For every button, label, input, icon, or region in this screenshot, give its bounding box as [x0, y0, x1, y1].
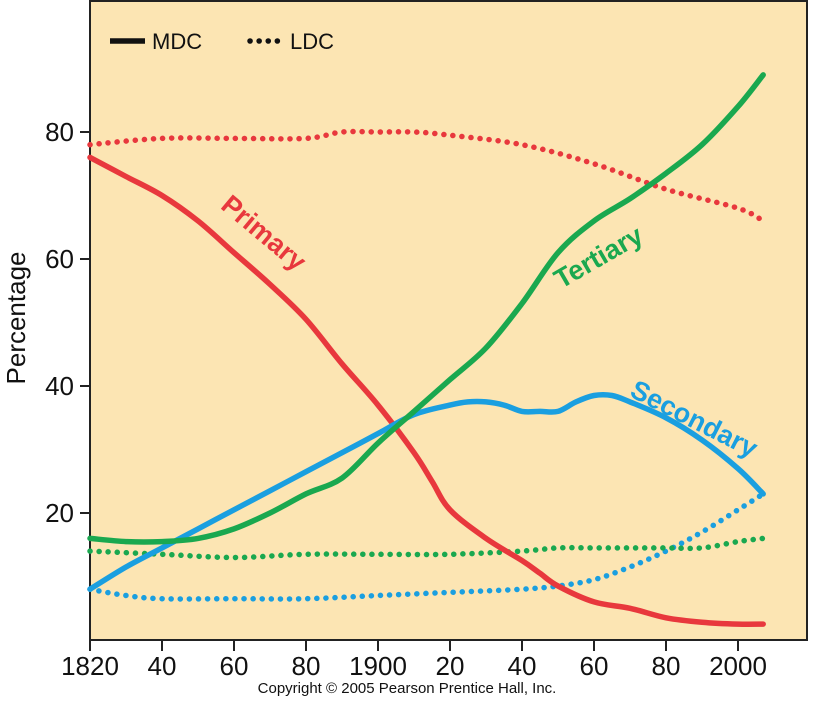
x-tick-label: 60	[220, 651, 249, 681]
x-tick-label: 80	[292, 651, 321, 681]
x-tick-label: 60	[580, 651, 609, 681]
x-tick-label: 40	[508, 651, 537, 681]
y-axis-label: Percentage	[1, 252, 31, 385]
x-tick-label: 40	[148, 651, 177, 681]
mdc-primary-line	[87, 154, 766, 627]
y-tick-label: 40	[45, 371, 74, 401]
legend-mdc-label: MDC	[152, 29, 202, 54]
copyright-notice: Copyright © 2005 Pearson Prentice Hall, …	[257, 680, 557, 697]
y-tick-label: 80	[45, 117, 74, 147]
legend-ldc-label: LDC	[290, 29, 334, 54]
ldc-secondary-line	[87, 491, 766, 602]
y-tick-label: 20	[45, 498, 74, 528]
mdc-secondary-line	[87, 392, 766, 592]
mdc-tertiary-line	[87, 72, 766, 545]
ldc-primary-line	[87, 128, 766, 224]
ldc-tertiary-line	[87, 535, 766, 561]
plot-area	[89, 0, 808, 641]
x-tick-label: 1900	[349, 651, 407, 681]
x-tick-label: 1820	[61, 651, 119, 681]
x-tick-label: 80	[652, 651, 681, 681]
x-tick-label: 20	[436, 651, 465, 681]
y-tick-label: 60	[45, 244, 74, 274]
x-tick-label: 2000	[709, 651, 767, 681]
